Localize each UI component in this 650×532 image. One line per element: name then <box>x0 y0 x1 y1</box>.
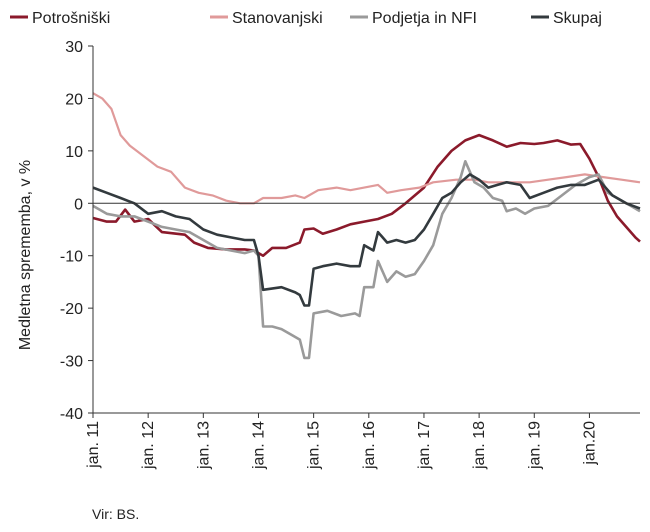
y-tick-label: 10 <box>65 144 83 161</box>
y-tick-label: 20 <box>65 91 83 108</box>
series-line-3 <box>92 160 641 360</box>
x-tick-label: jan. 14 <box>250 421 267 470</box>
x-tick-label: jan. 18 <box>471 421 488 470</box>
legend-label-1: Potrošniški <box>32 10 110 27</box>
x-tick-label: jan. 15 <box>306 421 323 470</box>
y-axis-title: Medletna sprememba, v % <box>17 160 34 350</box>
x-tick-label: jan. 17 <box>416 421 433 470</box>
x-tick-label: jan. 11 <box>85 421 102 469</box>
x-tick-label: jan. 12 <box>140 421 157 470</box>
legend: Potrošniški Stanovanjski Podjetja in NFI Sk… <box>10 10 602 27</box>
series-layer <box>92 92 641 360</box>
y-tick-label: -40 <box>60 406 83 423</box>
y-tick-label: 0 <box>74 196 83 213</box>
x-tick-label: jan. 13 <box>195 421 212 470</box>
y-tick-label: -20 <box>60 301 83 318</box>
x-tick-label: jan. 16 <box>361 421 378 470</box>
x-tick-label: jan.20 <box>581 421 598 466</box>
y-tick-label: -30 <box>60 354 83 371</box>
source-note: Vir: BS. <box>92 506 140 522</box>
legend-label-2: Stanovanjski <box>232 10 323 27</box>
legend-label-3: Podjetja in NFI <box>372 10 477 27</box>
y-tick-label: 30 <box>65 39 83 56</box>
legend-label-4: Skupaj <box>553 10 602 27</box>
x-tick-label: jan. 19 <box>526 421 543 470</box>
series-line-1 <box>92 133 641 257</box>
y-tick-label: -10 <box>60 249 83 266</box>
axes-layer: -40 -30 -20 -10 0 10 20 30 jan. 11 jan. 12 jan. 13… <box>60 39 640 470</box>
series-line-2 <box>92 92 641 205</box>
series-line-4 <box>92 173 641 307</box>
